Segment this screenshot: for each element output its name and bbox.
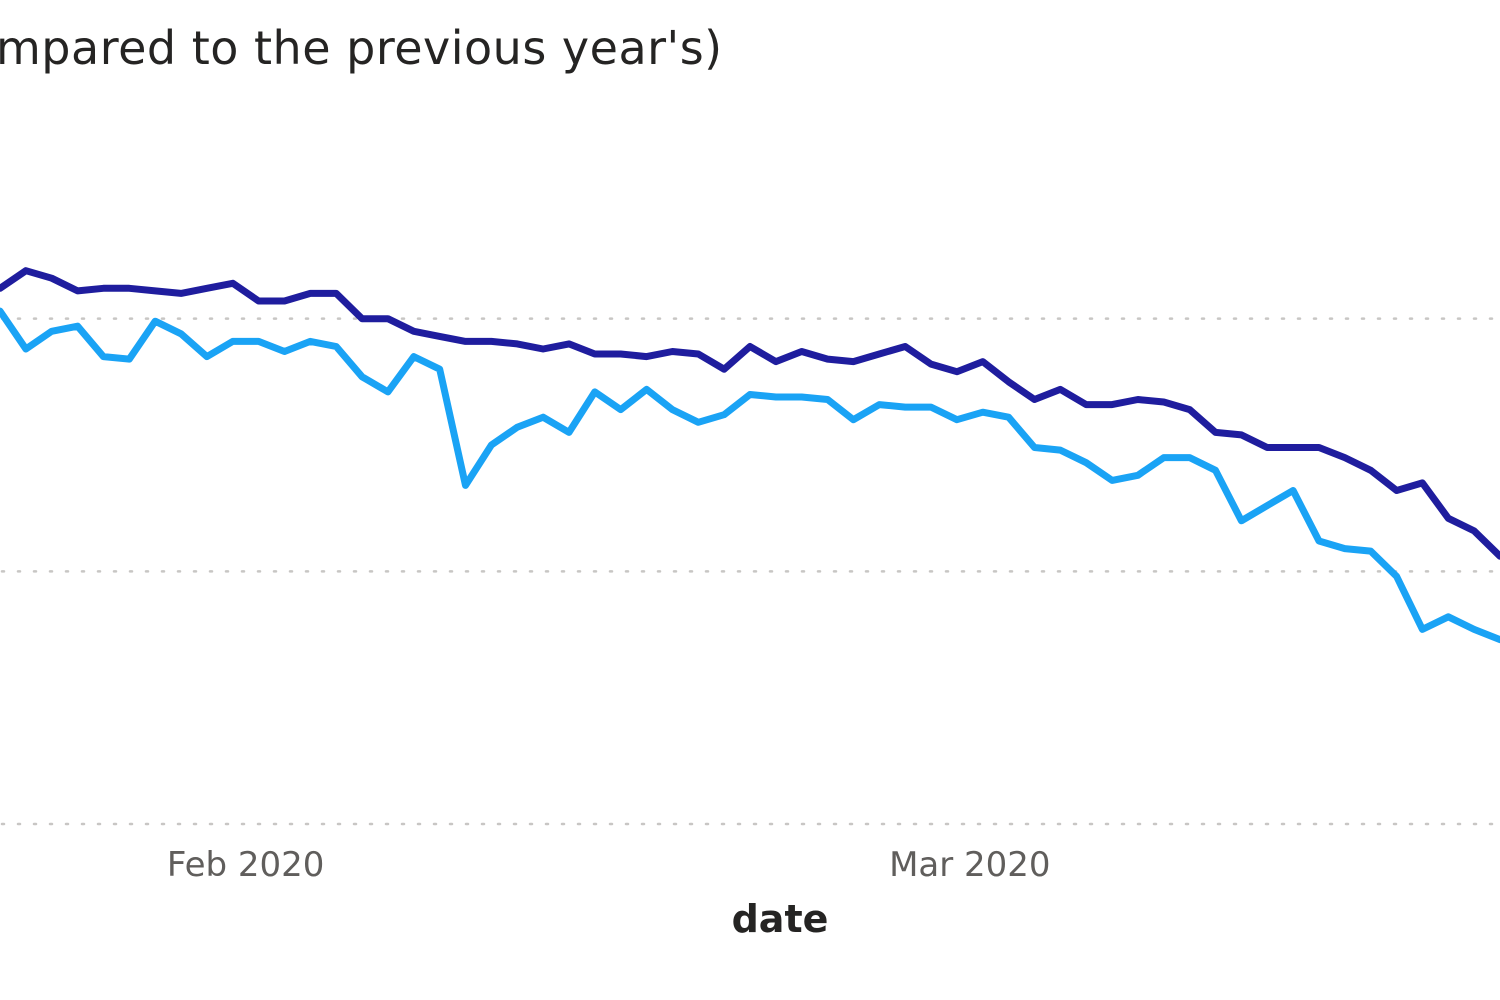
series-lines <box>0 267 1500 644</box>
x-tick-label: Feb 2020 <box>167 845 325 885</box>
series-line-1 <box>0 267 1500 560</box>
x-axis-ticks: Feb 2020 Mar 2020 <box>167 845 1051 885</box>
series-line-2 <box>0 307 1500 644</box>
chart-title: mpared to the previous year's) <box>0 21 723 75</box>
x-axis-title: date <box>732 897 829 941</box>
x-tick-label: Mar 2020 <box>889 845 1050 885</box>
